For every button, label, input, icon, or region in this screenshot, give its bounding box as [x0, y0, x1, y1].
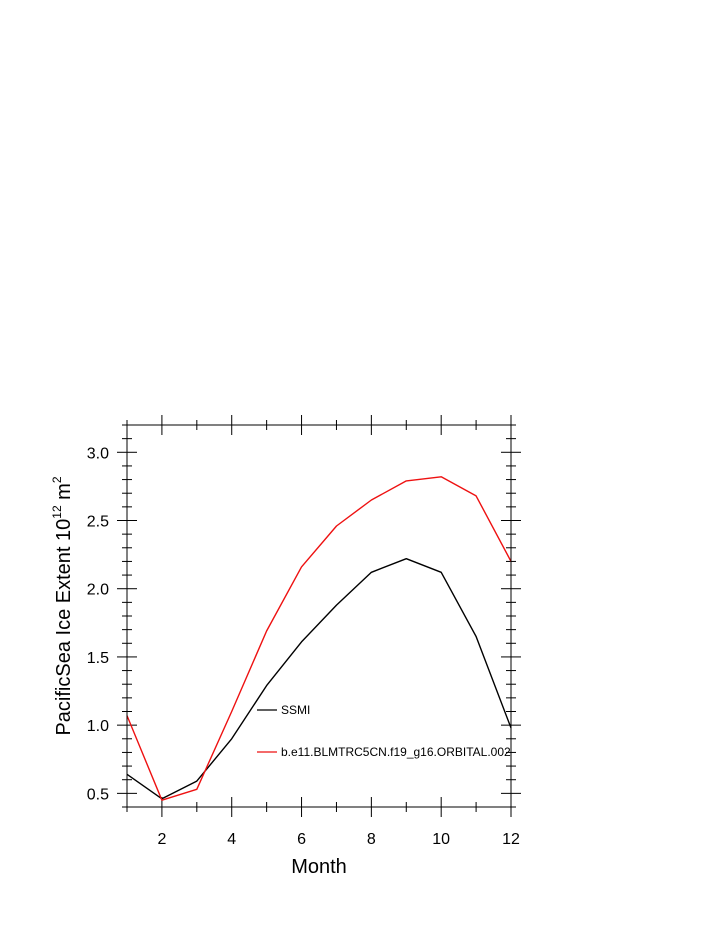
- tick-labels: 2 4 6 8 10 12 0.5 1.0 1.5 2.0 2.5 3.0: [87, 445, 520, 848]
- x-tick-label: 8: [367, 831, 376, 848]
- legend-label-model: b.e11.BLMTRC5CN.f19_g16.ORBITAL.002: [281, 745, 511, 759]
- y-axis-title-exponent: 12: [50, 505, 64, 519]
- y-tick-label: 3.0: [87, 445, 109, 462]
- x-tick-label: 10: [432, 831, 450, 848]
- y-tick-label: 0.5: [87, 786, 109, 803]
- y-axis-title: PacificSea Ice Extent 1012 m2: [50, 476, 75, 735]
- y-tick-label: 1.0: [87, 718, 109, 735]
- plot-frame: [126, 424, 512, 808]
- series-lines: [126, 476, 512, 801]
- x-tick-label: 2: [157, 831, 166, 848]
- y-axis-title-unit-exponent: 2: [50, 476, 64, 483]
- legend-label-ssmi: SSMI: [281, 703, 310, 717]
- y-tick-label: 2.5: [87, 514, 109, 531]
- x-axis-title: Month: [291, 856, 347, 878]
- x-tick-label: 6: [297, 831, 306, 848]
- x-tick-label: 4: [227, 831, 236, 848]
- series-line-1: [126, 476, 512, 801]
- series-line-0: [126, 558, 512, 800]
- y-tick-label: 2.0: [87, 582, 109, 599]
- x-tick-label: 12: [502, 831, 520, 848]
- axis-ticks: [117, 415, 521, 817]
- y-tick-label: 1.5: [87, 650, 109, 667]
- legend: SSMI b.e11.BLMTRC5CN.f19_g16.ORBITAL.002: [257, 703, 511, 759]
- y-axis-title-unit: m: [53, 483, 75, 505]
